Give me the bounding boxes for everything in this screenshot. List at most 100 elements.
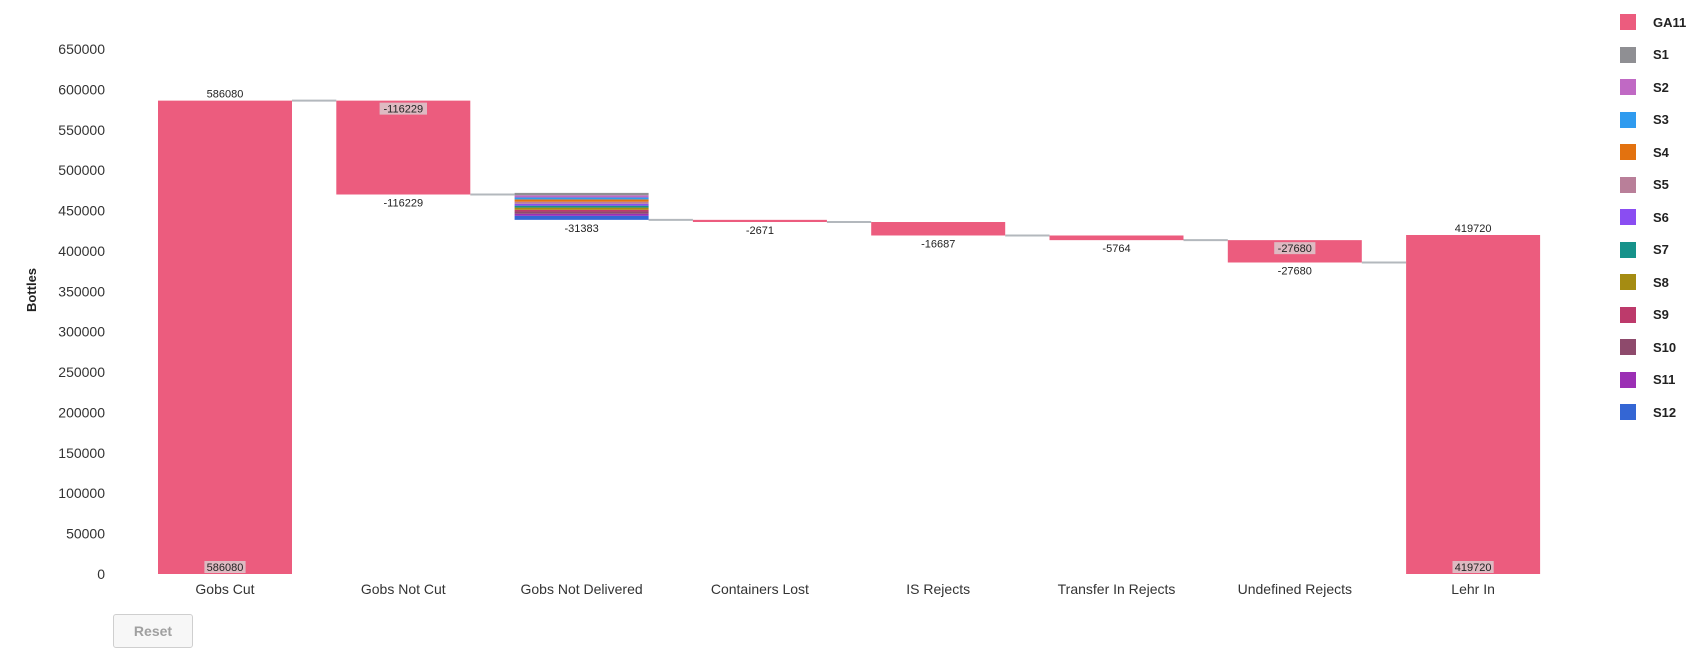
data-labels: 586080 586080 -116229 -116229 -31383 -2671 -16… [204, 89, 1494, 574]
x-axis: Gobs Cut Gobs Not Cut Gobs Not Delivered Co… [195, 581, 1494, 597]
legend-item[interactable]: S7 [1620, 234, 1700, 267]
legend-label: S3 [1653, 112, 1669, 128]
data-label: -116229 [384, 198, 424, 210]
data-label: -2671 [746, 225, 774, 237]
y-tick-label: 550000 [58, 122, 105, 138]
legend-item[interactable]: GA11 [1620, 6, 1700, 39]
bar-segment-s1 [514, 192, 649, 196]
y-tick-label: 200000 [58, 404, 105, 420]
y-tick-label: 100000 [58, 485, 105, 501]
bar-segment-s8 [514, 207, 649, 210]
inner-data-label: 419720 [1455, 562, 1492, 574]
legend-swatch [1620, 111, 1636, 128]
bar-containers-lost [692, 219, 827, 223]
x-tick-label: Gobs Not Cut [361, 581, 446, 597]
data-label-background [204, 561, 246, 573]
y-tick-label: 650000 [58, 41, 105, 57]
legend-swatch [1620, 241, 1636, 258]
legend-item[interactable]: S8 [1620, 266, 1700, 299]
legend-label: S9 [1653, 307, 1669, 323]
legend-label: S5 [1653, 177, 1669, 193]
bar-gobs-not-cut [336, 100, 471, 195]
data-label: 419720 [1455, 223, 1492, 235]
data-label-background [379, 102, 427, 115]
y-tick-label: 350000 [58, 283, 105, 299]
legend-swatch [1620, 144, 1636, 161]
legend-label: S8 [1653, 274, 1669, 290]
y-tick-label: 0 [97, 566, 105, 582]
legend-label: S11 [1653, 372, 1676, 388]
x-tick-label: Gobs Cut [195, 581, 254, 597]
legend-item[interactable]: S9 [1620, 299, 1700, 332]
x-tick-label: Transfer In Rejects [1058, 581, 1176, 597]
y-axis: 0 50000 100000 150000 200000 250000 300000 3500… [58, 41, 105, 582]
legend-swatch [1620, 306, 1636, 323]
legend-item[interactable]: S12 [1620, 396, 1700, 429]
legend-label: S10 [1653, 339, 1677, 355]
legend-label: GA11 [1653, 14, 1687, 30]
legend-swatch [1620, 209, 1636, 226]
bar-gobs-cut [158, 100, 292, 575]
y-tick-label: 50000 [66, 526, 105, 542]
data-label: -16687 [921, 238, 955, 250]
bar-segment-s6 [514, 203, 649, 206]
legend-label: S2 [1653, 79, 1669, 95]
bar-segment-s12 [514, 215, 649, 220]
legend-swatch [1620, 79, 1636, 96]
legend-swatch [1620, 14, 1636, 31]
x-tick-label: IS Rejects [906, 581, 970, 597]
bars [158, 100, 1541, 575]
legend-swatch [1620, 176, 1636, 193]
legend-swatch [1620, 404, 1636, 421]
legend-item[interactable]: S1 [1620, 39, 1700, 72]
legend-item[interactable]: S6 [1620, 201, 1700, 234]
legend-swatch [1620, 274, 1636, 291]
data-label: -31383 [564, 223, 598, 235]
bar-segment-s11 [514, 213, 649, 216]
bar-segment-s10 [514, 211, 649, 214]
legend-swatch [1620, 371, 1636, 388]
legend-swatch [1620, 339, 1636, 356]
x-tick-label: Gobs Not Delivered [521, 581, 643, 597]
data-label: -27680 [1278, 266, 1312, 278]
legend-item[interactable]: S5 [1620, 169, 1700, 202]
y-tick-label: 600000 [58, 81, 105, 97]
legend-label: S12 [1653, 404, 1677, 420]
y-tick-label: 500000 [58, 162, 105, 178]
x-tick-label: Containers Lost [711, 581, 809, 597]
legend: GA11 S1 S2 S3 S4 S5 S6 S7 S8 S9 S10 S11 S12 [1620, 6, 1700, 429]
bar-lehr-in [1406, 234, 1541, 574]
y-tick-label: 400000 [58, 243, 105, 259]
connector-lines [292, 99, 1407, 264]
x-tick-label: Undefined Rejects [1238, 581, 1352, 597]
legend-item[interactable]: S11 [1620, 364, 1700, 397]
y-tick-label: 150000 [58, 445, 105, 461]
legend-label: S6 [1653, 209, 1669, 225]
data-label: -5764 [1102, 243, 1130, 255]
legend-swatch [1620, 46, 1636, 63]
bar-segment-s2 [514, 195, 649, 198]
legend-item[interactable]: S4 [1620, 136, 1700, 169]
data-label: 586080 [207, 89, 244, 101]
bar-segment-s9 [514, 209, 649, 212]
legend-label: S1 [1653, 47, 1669, 63]
inner-data-label: -27680 [1278, 243, 1312, 255]
y-tick-label: 300000 [58, 324, 105, 340]
legend-item[interactable]: S2 [1620, 71, 1700, 104]
reset-button[interactable]: Reset [113, 614, 193, 648]
bar-segment-s7 [514, 205, 649, 208]
data-label-background [1452, 561, 1494, 573]
bar-segment-s4 [514, 199, 649, 202]
inner-data-label: 586080 [207, 562, 244, 574]
bar-is-rejects [871, 222, 1006, 236]
legend-item[interactable]: S3 [1620, 104, 1700, 137]
inner-data-label: -116229 [384, 104, 424, 116]
legend-label: S4 [1653, 144, 1669, 160]
x-tick-label: Lehr In [1451, 581, 1495, 597]
y-tick-label: 450000 [58, 203, 105, 219]
bar-segment-s3 [514, 197, 649, 200]
legend-item[interactable]: S10 [1620, 331, 1700, 364]
y-axis-label: Bottles [24, 268, 39, 312]
legend-label: S7 [1653, 242, 1669, 258]
